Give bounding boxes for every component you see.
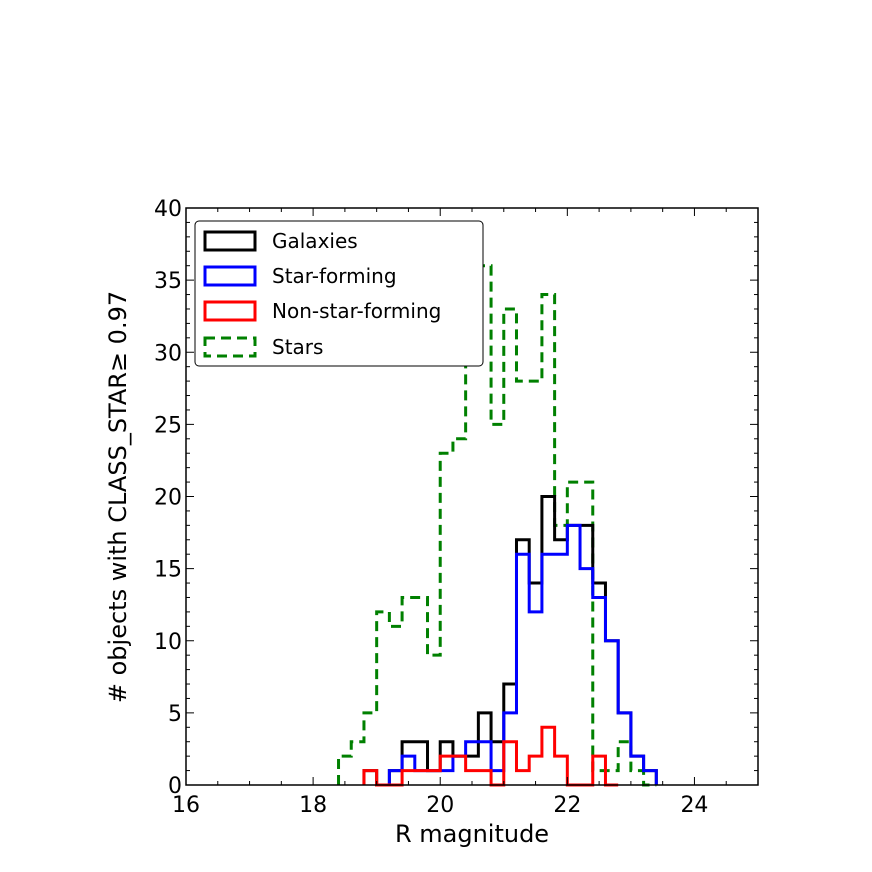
legend-label-galaxies: Galaxies: [272, 229, 358, 253]
y-tick-label: 10: [154, 630, 182, 655]
legend-box: [194, 220, 484, 367]
tick-layer: 16 18 20 22 24 0 5 10 15 20 25 30 35 40: [154, 197, 759, 818]
x-tick-label: 16: [172, 793, 200, 818]
y-tick-label: 40: [154, 197, 182, 222]
series-stars-line: [337, 264, 657, 787]
y-tick-label: 30: [154, 341, 182, 366]
x-tick-label: 20: [426, 793, 454, 818]
y-tick-label: 15: [154, 558, 182, 583]
legend-label-stars: Stars: [272, 335, 323, 359]
legend-label-star-forming: Star-forming: [272, 264, 397, 288]
x-tick-label: 24: [680, 793, 708, 818]
plot-frame: [185, 207, 759, 786]
legend-swatch-non-star-forming: [203, 300, 257, 322]
legend-swatch-star-forming: [203, 265, 257, 287]
y-tick-label: 35: [154, 269, 182, 294]
y-axis-title: # objects with CLASS_STAR≥ 0.97: [104, 291, 132, 703]
y-tick-label: 5: [168, 702, 182, 727]
y-tick-label: 0: [168, 774, 182, 799]
x-tick-label: 22: [553, 793, 581, 818]
legend-swatch-stars: [203, 336, 257, 358]
legend: Galaxies Star-forming Non-star-forming Star…: [194, 220, 484, 367]
x-tick-label: 18: [299, 793, 327, 818]
legend-label-non-star-forming: Non-star-forming: [272, 299, 441, 323]
legend-swatch-galaxies: [203, 230, 257, 252]
legend-entries: Galaxies Star-forming Non-star-forming Star…: [203, 229, 441, 359]
y-tick-label: 25: [154, 413, 182, 438]
x-axis-title: R magnitude: [395, 820, 549, 848]
y-tick-label: 20: [154, 486, 182, 511]
